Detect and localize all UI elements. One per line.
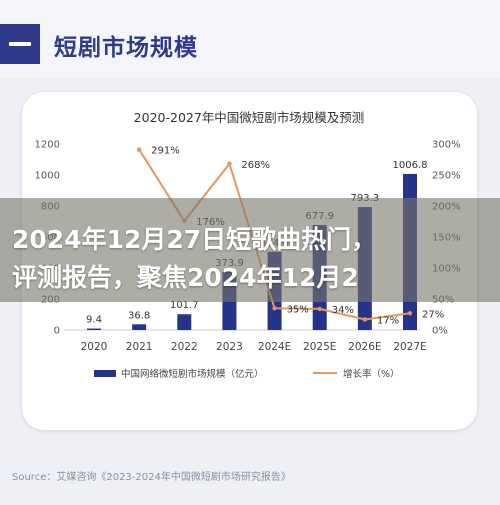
bar-data-label: 1006.8 — [393, 160, 428, 171]
header-title: 短剧市场规模 — [54, 35, 198, 61]
growth-point — [227, 161, 232, 167]
overlay-title-line-1: 2024年12月27日短歌曲热门， — [12, 225, 377, 254]
x-tick-label: 2023 — [216, 341, 243, 353]
bar — [177, 314, 192, 330]
growth-data-label: 268% — [241, 160, 270, 171]
overlay-title-line-2: 评测报告，聚焦2024年12月2 — [12, 263, 359, 292]
source-note: Source：艾媒咨询《2023-2024年中国微短剧市场研究报告》 — [12, 472, 291, 483]
legend-bar-swatch — [94, 370, 116, 377]
header-bar: 短剧市场规模 — [0, 0, 500, 78]
growth-point — [136, 147, 142, 152]
bar — [87, 328, 101, 330]
x-tick-label: 2020 — [81, 341, 108, 353]
chart-title: 2020-2027年中国微短剧市场规模及预测 — [134, 110, 365, 125]
x-axis: 2020 2021 2022 2023 2024E 2025E 2026E 2027E — [81, 341, 427, 353]
growth-data-label: 27% — [422, 309, 444, 320]
legend: 中国网络微短剧市场规模（亿元） 增长率（%） — [94, 368, 400, 380]
x-tick-label: 2025E — [303, 341, 336, 353]
y-tick-right: 300% — [432, 140, 461, 151]
bar-data-label: 101.7 — [170, 300, 199, 311]
y-tick-left: 1000 — [35, 171, 60, 182]
growth-point — [272, 306, 277, 311]
growth-point — [407, 311, 413, 316]
title-overlay: 2024年12月27日短歌曲热门， 评测报告，聚焦2024年12月2 — [0, 198, 500, 302]
minus-icon — [0, 24, 40, 64]
x-tick-label: 2026E — [348, 341, 381, 353]
x-tick-label: 2021 — [126, 341, 153, 353]
x-tick-label: 2024E — [258, 341, 291, 353]
x-tick-label: 2027E — [393, 341, 426, 353]
growth-data-label: 17% — [377, 315, 399, 326]
x-tick-label: 2022 — [171, 341, 198, 353]
bar-data-label: 9.4 — [86, 315, 102, 326]
y-tick-right: 0% — [432, 326, 448, 337]
growth-point — [317, 306, 322, 312]
growth-data-label: 291% — [151, 146, 180, 157]
growth-data-label: 35% — [287, 304, 309, 315]
bar — [132, 324, 147, 330]
bar-data-label: 36.8 — [128, 310, 150, 321]
legend-bar-label: 中国网络微短剧市场规模（亿元） — [121, 368, 264, 380]
legend-line-label: 增长率（%） — [343, 368, 400, 380]
y-tick-left: 1200 — [35, 140, 60, 151]
growth-point — [362, 317, 368, 322]
growth-data-label: 34% — [332, 305, 354, 316]
y-tick-left: 0 — [54, 326, 60, 337]
y-tick-right: 250% — [432, 171, 461, 182]
